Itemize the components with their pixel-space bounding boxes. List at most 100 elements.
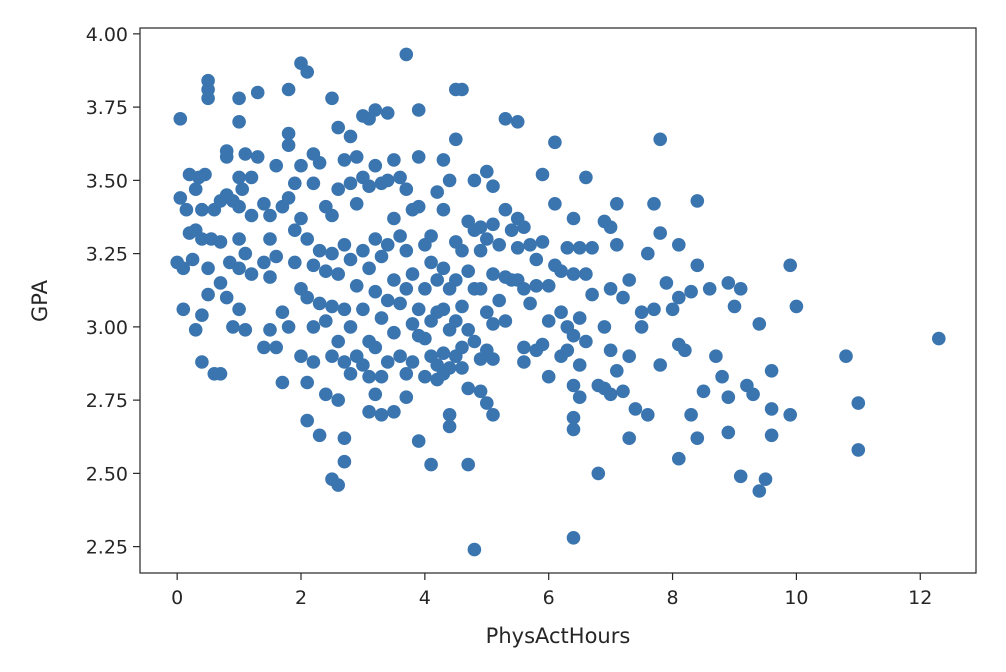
x-tick-label-1: 2 bbox=[295, 587, 307, 609]
data-point-252 bbox=[517, 282, 531, 296]
data-point-11 bbox=[188, 323, 203, 337]
data-point-113 bbox=[337, 431, 352, 446]
data-point-311 bbox=[641, 246, 655, 261]
data-point-258 bbox=[529, 279, 544, 293]
data-point-170 bbox=[411, 103, 426, 117]
data-point-162 bbox=[399, 243, 414, 258]
data-point-50 bbox=[244, 267, 259, 281]
data-point-65 bbox=[275, 375, 290, 390]
data-point-261 bbox=[535, 235, 550, 249]
y-tick-label-5: 3.50 bbox=[86, 170, 128, 192]
data-point-238 bbox=[486, 408, 500, 422]
data-point-190 bbox=[436, 153, 451, 167]
data-point-104 bbox=[331, 182, 346, 196]
x-tick-label-6: 12 bbox=[908, 587, 932, 609]
data-point-228 bbox=[480, 164, 494, 179]
data-point-302 bbox=[610, 364, 624, 378]
data-point-80 bbox=[300, 232, 315, 246]
data-point-89 bbox=[312, 156, 327, 170]
data-point-92 bbox=[312, 428, 327, 443]
data-point-99 bbox=[325, 246, 339, 261]
data-point-328 bbox=[690, 258, 705, 273]
data-point-86 bbox=[306, 258, 321, 273]
data-point-16 bbox=[195, 355, 209, 369]
data-point-31 bbox=[219, 150, 234, 164]
data-point-59 bbox=[263, 323, 277, 337]
data-point-27 bbox=[213, 235, 228, 249]
x-tick-label-5: 10 bbox=[784, 587, 808, 609]
data-point-314 bbox=[647, 302, 661, 317]
points-layer bbox=[170, 47, 946, 557]
data-point-117 bbox=[343, 252, 358, 267]
data-point-216 bbox=[461, 381, 476, 396]
data-point-203 bbox=[449, 132, 463, 147]
data-point-307 bbox=[622, 431, 636, 446]
data-point-44 bbox=[235, 182, 249, 196]
data-point-349 bbox=[783, 408, 797, 422]
data-point-350 bbox=[789, 299, 804, 314]
data-point-241 bbox=[498, 112, 513, 126]
data-point-3 bbox=[176, 302, 191, 317]
x-axis: 0 2 4 6 8 10 12 bbox=[171, 573, 932, 609]
data-point-283 bbox=[572, 311, 587, 325]
data-point-112 bbox=[337, 355, 352, 369]
data-point-206 bbox=[449, 314, 463, 328]
data-point-98 bbox=[325, 208, 339, 223]
data-point-109 bbox=[337, 153, 352, 167]
data-point-136 bbox=[368, 158, 383, 173]
data-point-211 bbox=[455, 340, 469, 355]
data-point-126 bbox=[356, 243, 370, 258]
data-point-352 bbox=[851, 396, 866, 410]
data-point-335 bbox=[721, 390, 736, 405]
data-point-215 bbox=[461, 323, 476, 337]
data-point-169 bbox=[405, 355, 420, 369]
data-point-308 bbox=[628, 402, 643, 416]
data-point-139 bbox=[368, 340, 383, 355]
data-point-154 bbox=[387, 325, 401, 340]
data-point-127 bbox=[356, 302, 370, 317]
data-point-212 bbox=[455, 361, 469, 375]
y-tick-label-6: 3.75 bbox=[86, 97, 128, 119]
y-axis: 2.25 2.50 2.75 3.00 3.25 3.50 3.75 4.00 bbox=[86, 24, 140, 559]
data-point-287 bbox=[579, 267, 593, 281]
data-point-148 bbox=[380, 238, 395, 252]
data-point-158 bbox=[393, 296, 407, 311]
data-point-122 bbox=[349, 279, 364, 293]
data-point-264 bbox=[541, 314, 556, 328]
data-point-8 bbox=[185, 252, 200, 267]
data-point-329 bbox=[690, 431, 705, 446]
data-point-325 bbox=[684, 284, 698, 299]
data-point-101 bbox=[325, 349, 339, 364]
data-point-230 bbox=[480, 305, 494, 320]
data-point-64 bbox=[275, 305, 290, 320]
data-point-337 bbox=[727, 299, 742, 314]
data-point-54 bbox=[257, 255, 271, 270]
data-point-333 bbox=[715, 369, 729, 384]
data-point-221 bbox=[467, 334, 482, 349]
data-point-227 bbox=[473, 384, 488, 399]
data-point-191 bbox=[436, 202, 451, 217]
data-point-179 bbox=[418, 369, 432, 384]
data-point-22 bbox=[201, 287, 215, 302]
data-point-339 bbox=[733, 469, 748, 484]
data-point-81 bbox=[300, 290, 315, 305]
data-point-332 bbox=[709, 349, 723, 364]
data-point-149 bbox=[380, 293, 395, 308]
data-point-173 bbox=[411, 302, 426, 317]
data-point-214 bbox=[461, 264, 476, 279]
data-point-87 bbox=[306, 320, 321, 334]
data-point-235 bbox=[486, 267, 500, 281]
data-point-51 bbox=[250, 85, 265, 100]
data-point-68 bbox=[281, 138, 296, 152]
data-point-290 bbox=[585, 287, 599, 302]
data-point-177 bbox=[418, 282, 432, 296]
data-point-17 bbox=[198, 167, 212, 182]
data-point-306 bbox=[622, 349, 636, 364]
data-point-234 bbox=[486, 217, 500, 232]
data-point-267 bbox=[548, 197, 562, 211]
data-point-351 bbox=[839, 349, 853, 364]
data-point-15 bbox=[195, 308, 209, 323]
data-point-324 bbox=[678, 343, 692, 358]
x-tick-label-2: 4 bbox=[419, 587, 431, 609]
data-point-52 bbox=[250, 150, 265, 164]
